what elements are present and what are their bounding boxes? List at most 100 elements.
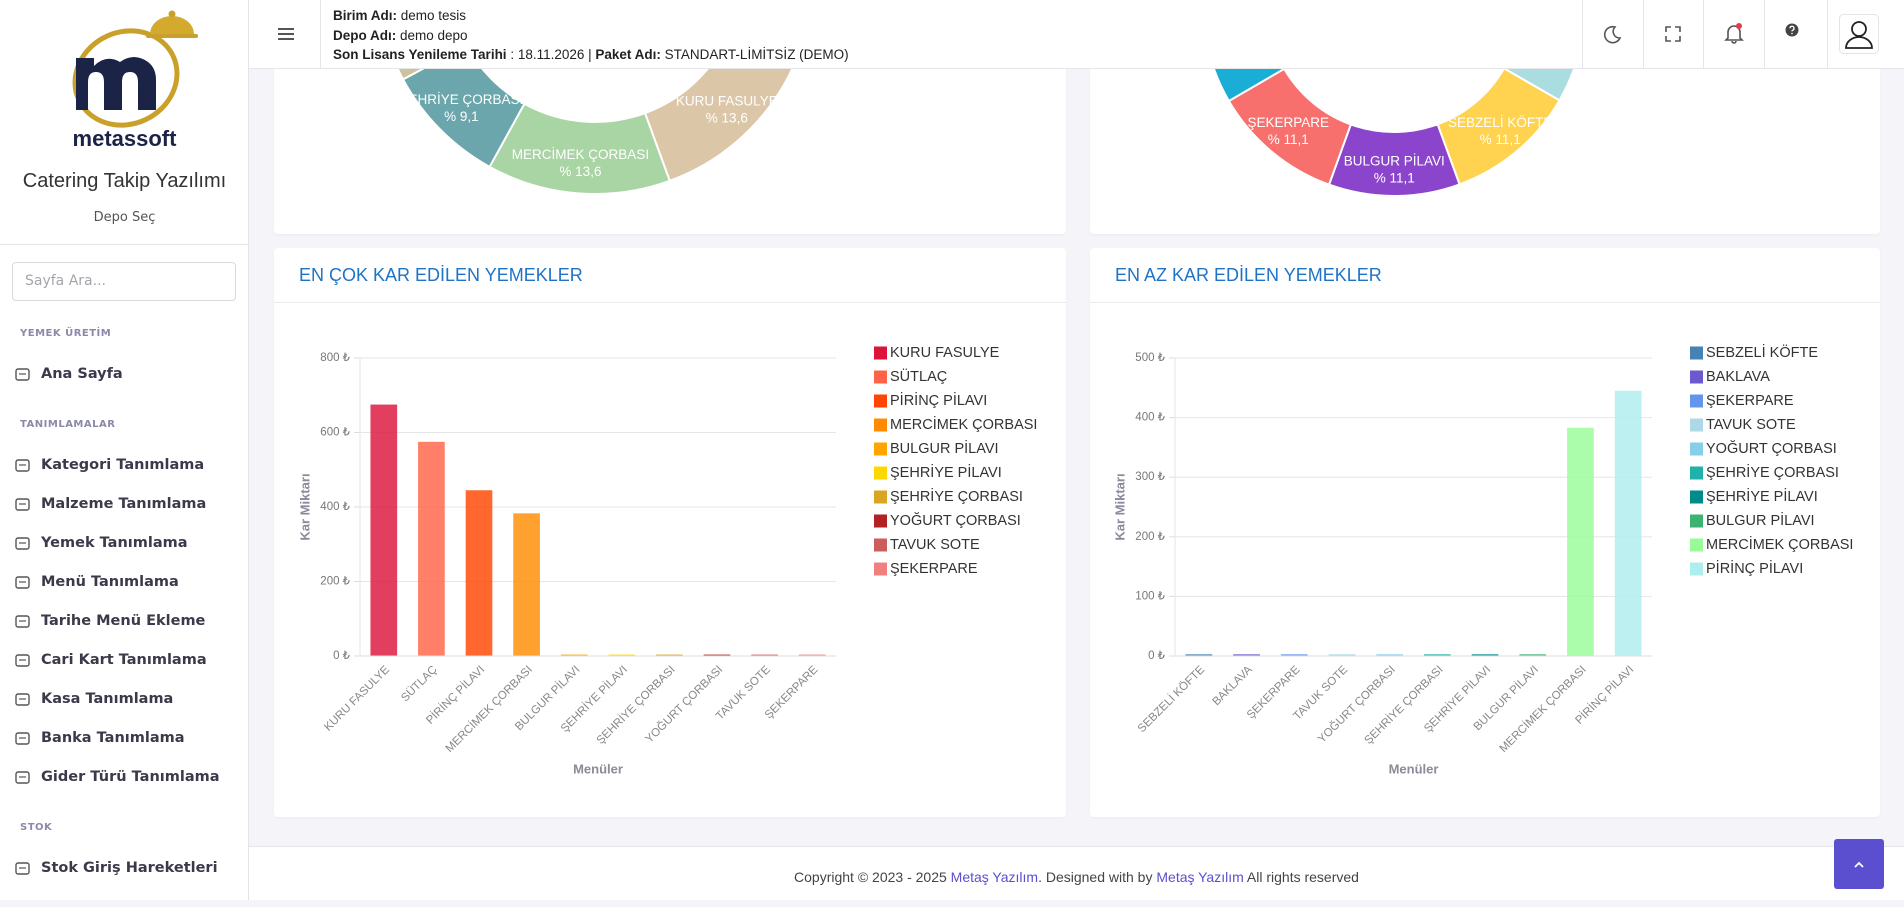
bar xyxy=(1185,654,1213,656)
y-tick-label: 100 ₺ xyxy=(1135,590,1165,602)
legend-label: PİRİNÇ PİLAVI xyxy=(1706,559,1803,577)
slice-value: % 13,6 xyxy=(706,111,748,126)
bar xyxy=(1423,654,1451,656)
menu-item[interactable]: Stok Giriş Hareketleri xyxy=(0,849,249,888)
footer-text: . Designed with by xyxy=(1038,869,1157,885)
icon-shape xyxy=(15,576,30,589)
user-avatar[interactable] xyxy=(1839,14,1879,54)
menu-label[interactable]: Ana Sayfa xyxy=(41,366,123,382)
legend-label: MERCİMEK ÇORBASI xyxy=(1706,535,1853,553)
bar xyxy=(703,654,731,656)
card-divider xyxy=(274,302,1066,303)
y-tick-label: 200 ₺ xyxy=(320,576,350,588)
menu-item[interactable]: Yemek Tanımlama xyxy=(0,524,249,563)
bar xyxy=(560,654,588,656)
search-input[interactable]: Sayfa Ara... xyxy=(12,262,236,301)
x-tick-label: ŞEHRİYE ÇORBASI xyxy=(594,663,678,747)
legend-label: BULGUR PİLAVI xyxy=(1706,511,1815,529)
slice-label: MERCİMEK ÇORBASI xyxy=(512,147,649,162)
menu-item[interactable]: Menü Tanımlama xyxy=(0,563,249,602)
depot-select[interactable]: Depo Seç xyxy=(93,210,156,225)
icon-shape xyxy=(15,654,30,667)
slice-value: % 9,1 xyxy=(444,109,479,124)
menu-item[interactable]: Kategori Tanımlama xyxy=(0,446,249,485)
logo xyxy=(72,10,198,128)
menu-item[interactable]: Ana Sayfa xyxy=(0,355,249,394)
footer-link[interactable]: Metaş Yazılım xyxy=(1156,869,1244,885)
legend-swatch xyxy=(874,442,887,456)
menu-label[interactable]: Stok Giriş Hareketleri xyxy=(41,860,218,876)
legend-swatch xyxy=(874,418,887,432)
legend-label: MERCİMEK ÇORBASI xyxy=(890,415,1037,433)
menu-item[interactable]: Tarihe Menü Ekleme xyxy=(0,602,249,641)
slice-value: % 11,1 xyxy=(1480,132,1521,147)
header: Birim Adı: demo tesis Depo Adı: demo depo… xyxy=(249,0,1904,69)
bar xyxy=(1233,654,1260,656)
legend-swatch xyxy=(1690,538,1703,552)
help[interactable] xyxy=(1784,22,1800,38)
legend-label: BULGUR PİLAVI xyxy=(890,439,999,457)
legend-swatch xyxy=(874,562,887,576)
legend-label: ŞEHRİYE ÇORBASI xyxy=(890,487,1023,505)
legend-swatch xyxy=(1690,394,1703,408)
y-tick-label: 0 ₺ xyxy=(333,650,351,662)
icon-shape xyxy=(15,368,30,381)
notifications[interactable] xyxy=(1723,22,1745,44)
section-title: TANIMLAMALAR xyxy=(20,419,116,430)
menu-label[interactable]: Kasa Tanımlama xyxy=(41,691,174,707)
icon-shape xyxy=(15,537,30,550)
menu-label[interactable]: Malzeme Tanımlama xyxy=(41,496,207,512)
legend-swatch xyxy=(874,538,887,552)
legend-label: ŞEHRİYE PİLAVI xyxy=(1706,487,1818,505)
card-title: EN ÇOK KAR EDİLEN YEMEKLER xyxy=(299,265,583,285)
menu-item[interactable]: Kasa Tanımlama xyxy=(0,680,249,719)
card xyxy=(1090,248,1880,817)
bar xyxy=(1614,390,1642,656)
theme-toggle[interactable] xyxy=(1602,24,1622,44)
sidebar: metassoft Catering Takip Yazılımı Depo S… xyxy=(0,0,249,900)
icon-shape xyxy=(15,732,30,745)
legend-label: TAVUK SOTE xyxy=(1706,417,1796,433)
fullscreen-toggle[interactable] xyxy=(1663,24,1683,44)
scroll-to-top[interactable] xyxy=(1834,839,1884,889)
legend-swatch xyxy=(874,490,887,504)
info-text: demo depo xyxy=(396,27,468,43)
menu-label[interactable]: Gider Türü Tanımlama xyxy=(41,769,220,785)
app-title: Catering Takip Yazılımı xyxy=(22,170,227,192)
menu-label[interactable]: Yemek Tanımlama xyxy=(41,535,188,551)
legend-swatch xyxy=(1690,346,1703,360)
legend-label: ŞEKERPARE xyxy=(1706,393,1794,409)
footer-link[interactable]: Metaş Yazılım xyxy=(950,869,1039,885)
menu-item[interactable]: Gider Türü Tanımlama xyxy=(0,758,249,797)
menu-label[interactable]: Menü Tanımlama xyxy=(41,574,179,590)
x-tick-label: SEBZELİ KÖFTE xyxy=(1135,663,1207,735)
menu-label[interactable]: Kategori Tanımlama xyxy=(41,457,205,473)
menu-item[interactable]: Malzeme Tanımlama xyxy=(0,485,249,524)
y-tick-label: 400 ₺ xyxy=(1135,412,1165,424)
menu-icon xyxy=(15,654,30,667)
arrow-up-icon xyxy=(1854,861,1864,868)
menu-toggle[interactable] xyxy=(276,26,296,42)
legend-swatch xyxy=(874,514,887,528)
menu-label[interactable]: Tarihe Menü Ekleme xyxy=(41,613,206,629)
bar xyxy=(1376,654,1404,656)
menu-label[interactable]: Cari Kart Tanımlama xyxy=(41,652,207,668)
legend-swatch xyxy=(874,394,887,408)
info-text: STANDART-LİMİTSİZ (DEMO) xyxy=(660,47,849,62)
bar xyxy=(608,654,636,656)
menu-item[interactable]: Banka Tanımlama xyxy=(0,719,249,758)
bar xyxy=(798,654,826,656)
card-divider xyxy=(1090,302,1880,303)
x-axis-title: Menüler xyxy=(1389,761,1439,776)
info-text: Birim Adı: xyxy=(333,8,397,23)
menu-label[interactable]: Banka Tanımlama xyxy=(41,730,185,746)
menu-icon xyxy=(15,459,30,472)
icon-shape xyxy=(15,693,30,706)
legend-swatch xyxy=(1690,514,1703,528)
y-tick-label: 600 ₺ xyxy=(320,427,350,439)
slice-label: BULGUR PİLAVI xyxy=(1344,154,1445,169)
menu-icon xyxy=(15,576,30,589)
menu-item[interactable]: Cari Kart Tanımlama xyxy=(0,641,249,680)
